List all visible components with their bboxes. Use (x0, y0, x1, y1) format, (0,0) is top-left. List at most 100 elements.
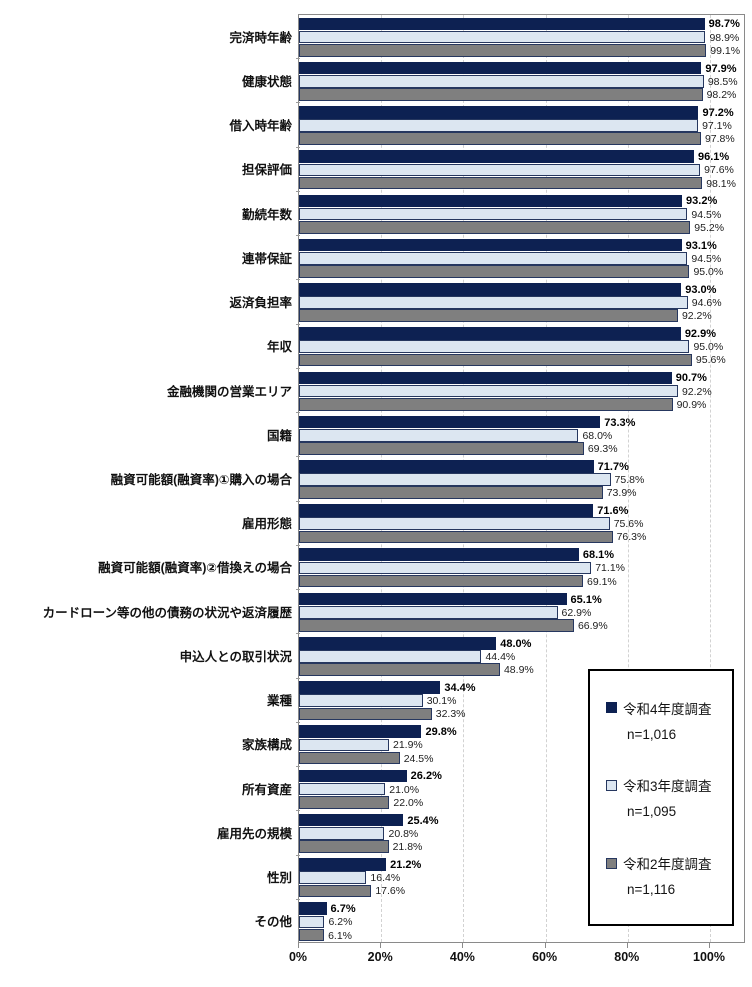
value-label: 97.1% (702, 120, 732, 133)
category-label: 申込人との取引状況 (179, 649, 292, 664)
bar-令和3年度調査 (299, 428, 579, 442)
bar-令和2年度調査 (299, 44, 707, 57)
bar-group: 6.7% 6.2% 6.1% (299, 900, 744, 944)
bar-令和4年度調査 (299, 106, 699, 119)
bar-令和2年度調査 (299, 442, 584, 455)
bar-令和3年度調査 (299, 119, 699, 132)
y-axis-tick (296, 721, 300, 723)
value-label: 71.7% (597, 460, 629, 473)
bar-令和4年度調査 (299, 371, 672, 385)
bar-group: 92.9% 95.0% 95.6% (299, 325, 744, 369)
value-label: 29.8% (425, 726, 457, 739)
category-label: 雇用形態 (241, 517, 292, 532)
category-label: 雇用先の規模 (216, 826, 292, 841)
bar-令和4年度調査 (299, 636, 497, 650)
bar-group: 93.2% 94.5% 95.2% (299, 192, 744, 236)
category-label: 国籍 (266, 428, 292, 443)
bar-令和2年度調査 (299, 751, 400, 765)
category-label: 融資可能額(融資率)②借換えの場合 (98, 561, 292, 576)
value-label: 69.3% (587, 442, 618, 455)
value-label: 25.4% (407, 814, 439, 827)
y-axis-tick (296, 500, 300, 502)
bar-令和3年度調査 (299, 738, 389, 752)
x-axis-tick (380, 943, 382, 948)
category-label: 完済時年齢 (229, 30, 292, 45)
value-label: 34.4% (444, 681, 476, 694)
bar-令和2年度調査 (299, 88, 703, 101)
category-label: カードローン等の他の債務の状況や返済履歴 (42, 605, 292, 620)
bar-令和2年度調査 (299, 353, 692, 367)
bar-令和2年度調査 (299, 707, 432, 721)
value-label: 71.6% (597, 505, 629, 518)
x-axis-tick-label: 60% (532, 950, 558, 964)
value-label: 94.6% (691, 297, 722, 310)
category-label: 健康状態 (241, 74, 292, 89)
legend-series-name: 令和2年度調査 (623, 857, 712, 873)
value-label: 92.2% (681, 310, 712, 323)
value-label: 75.6% (613, 518, 644, 531)
value-label: 21.0% (389, 783, 420, 796)
value-label: 68.1% (582, 549, 615, 562)
bar-group: 29.8% 21.9% 24.5% (299, 723, 744, 767)
legend-swatch-icon (606, 702, 617, 714)
value-label: 6.2% (328, 916, 353, 929)
value-label: 71.1% (595, 562, 625, 575)
bar-group: 93.0% 94.6% 92.2% (299, 280, 744, 324)
category-label: 融資可能額(融資率)①購入の場合 (110, 472, 292, 487)
value-label: 90.9% (676, 398, 707, 411)
value-label: 96.1% (697, 151, 730, 164)
value-label: 6.7% (330, 903, 356, 916)
value-label: 21.2% (390, 858, 422, 871)
y-axis-tick (296, 367, 300, 369)
value-label: 95.6% (695, 354, 726, 367)
value-label: 66.9% (577, 619, 608, 632)
value-label: 68.0% (582, 429, 613, 442)
bar-令和4年度調査 (299, 902, 327, 915)
bar-令和4年度調査 (299, 725, 422, 738)
bar-group: 98.7% 98.9% 99.1% (299, 15, 744, 59)
value-label: 92.2% (681, 385, 712, 398)
bar-令和2年度調査 (299, 176, 703, 190)
y-axis-tick (296, 323, 300, 325)
x-axis-tick (544, 943, 546, 948)
value-label: 98.9% (709, 31, 740, 44)
x-axis-tick-label: 0% (288, 950, 308, 964)
bar-group: 48.0% 44.4% 48.9% (299, 634, 744, 678)
gridline (710, 15, 711, 942)
value-label: 24.5% (403, 752, 434, 765)
legend-sample-size: n=1,116 (627, 882, 676, 898)
bar-group: 93.1% 94.5% 95.0% (299, 236, 744, 280)
y-axis-tick (296, 810, 300, 812)
bar-令和3年度調査 (299, 473, 611, 486)
bar-令和3年度調査 (299, 694, 423, 707)
x-axis-tick (709, 943, 710, 948)
value-label: 17.6% (375, 885, 406, 898)
bar-令和3年度調査 (299, 827, 385, 840)
bar-令和4年度調査 (299, 769, 407, 783)
value-label: 22.0% (393, 796, 424, 809)
bar-令和2年度調査 (299, 132, 701, 146)
bar-令和3年度調査 (299, 650, 482, 663)
legend-sample-size: n=1,016 (627, 726, 677, 742)
bar-group: 96.1% 97.6% 98.1% (299, 148, 744, 192)
x-axis-tick-label: 40% (449, 950, 475, 964)
bar-group: 73.3% 68.0% 69.3% (299, 413, 744, 457)
bar-令和4年度調査 (299, 504, 594, 517)
bar-令和3年度調査 (299, 163, 701, 177)
y-axis-tick (296, 235, 300, 237)
value-label: 65.1% (570, 593, 602, 606)
value-label: 32.3% (435, 708, 466, 721)
value-label: 44.4% (485, 650, 516, 663)
value-label: 95.0% (693, 266, 724, 278)
value-label: 97.6% (704, 164, 734, 177)
bar-group: 68.1% 71.1% 69.1% (299, 546, 744, 590)
value-label: 62.9% (561, 606, 592, 619)
value-label: 20.8% (388, 827, 419, 840)
bar-令和3年度調査 (299, 871, 367, 884)
bar-令和2年度調査 (299, 574, 583, 588)
bar-group: 71.7% 75.8% 73.9% (299, 457, 744, 501)
y-axis-tick (296, 854, 300, 856)
x-axis-tick (626, 943, 628, 948)
x-axis-tick (462, 943, 464, 948)
value-label: 73.3% (604, 416, 636, 429)
